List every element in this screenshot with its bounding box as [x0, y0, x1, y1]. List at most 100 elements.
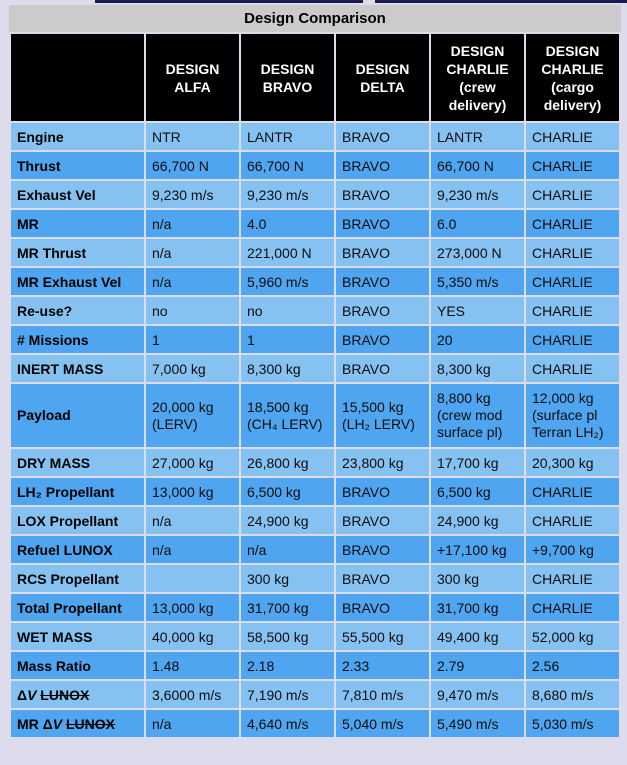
design-comparison-table: DESIGN ALFA DESIGN BRAVO DESIGN DELTA DESIG…: [9, 32, 621, 739]
value-cell: 2.18: [241, 652, 334, 679]
value-cell: BRAVO: [336, 507, 429, 534]
value-cell: 66,700 N: [146, 152, 239, 179]
column-header: DESIGN CHARLIE (cargo delivery): [526, 34, 619, 121]
row-label: Total Propellant: [11, 594, 144, 621]
value-cell: 300 kg: [241, 565, 334, 592]
value-cell: 15,500 kg (LH₂ LERV): [336, 384, 429, 447]
value-cell: 2.56: [526, 652, 619, 679]
table-row: MR n/a 4.0 BRAVO 6.0 CHARLIE: [11, 210, 619, 237]
value-cell: 1.48: [146, 652, 239, 679]
value-cell: [146, 565, 239, 592]
row-label: WET MASS: [11, 623, 144, 650]
value-cell: 221,000 N: [241, 239, 334, 266]
value-cell: 9,230 m/s: [241, 181, 334, 208]
table-row: ΔV LUNOX 3,6000 m/s 7,190 m/s 7,810 m/s 9,47…: [11, 681, 619, 708]
table-row: Exhaust Vel 9,230 m/s 9,230 m/s BRAVO 9,230 …: [11, 181, 619, 208]
value-cell: CHARLIE: [526, 152, 619, 179]
column-header: DESIGN CHARLIE (crew delivery): [431, 34, 524, 121]
value-cell: BRAVO: [336, 210, 429, 237]
row-label: Mass Ratio: [11, 652, 144, 679]
value-cell: 12,000 kg (surface pl Terran LH₂): [526, 384, 619, 447]
value-cell: CHARLIE: [526, 355, 619, 382]
row-label: MR Thrust: [11, 239, 144, 266]
table-row: Mass Ratio 1.48 2.18 2.33 2.79 2.56: [11, 652, 619, 679]
value-cell: 6,500 kg: [241, 478, 334, 505]
value-cell: 1: [146, 326, 239, 353]
value-cell: NTR: [146, 123, 239, 150]
row-label: LH₂ Propellant: [11, 478, 144, 505]
value-cell: 5,030 m/s: [526, 710, 619, 737]
value-cell: CHARLIE: [526, 181, 619, 208]
row-label: Refuel LUNOX: [11, 536, 144, 563]
value-cell: 5,350 m/s: [431, 268, 524, 295]
value-cell: 7,190 m/s: [241, 681, 334, 708]
table-row: Engine NTR LANTR BRAVO LANTR CHARLIE: [11, 123, 619, 150]
table-row: LOX Propellant n/a 24,900 kg BRAVO 24,900 kg…: [11, 507, 619, 534]
column-header: DESIGN ALFA: [146, 34, 239, 121]
value-cell: 31,700 kg: [241, 594, 334, 621]
value-cell: n/a: [241, 536, 334, 563]
value-cell: LANTR: [241, 123, 334, 150]
table-row: MR Exhaust Vel n/a 5,960 m/s BRAVO 5,350 m/s…: [11, 268, 619, 295]
value-cell: BRAVO: [336, 152, 429, 179]
value-cell: BRAVO: [336, 536, 429, 563]
value-cell: CHARLIE: [526, 210, 619, 237]
value-cell: n/a: [146, 536, 239, 563]
value-cell: 9,230 m/s: [146, 181, 239, 208]
value-cell: 20,300 kg: [526, 449, 619, 476]
value-cell: 4.0: [241, 210, 334, 237]
value-cell: CHARLIE: [526, 478, 619, 505]
value-cell: 27,000 kg: [146, 449, 239, 476]
value-cell: +17,100 kg: [431, 536, 524, 563]
value-cell: 3,6000 m/s: [146, 681, 239, 708]
value-cell: n/a: [146, 507, 239, 534]
column-header: DESIGN DELTA: [336, 34, 429, 121]
value-cell: 13,000 kg: [146, 478, 239, 505]
value-cell: 49,400 kg: [431, 623, 524, 650]
value-cell: 8,680 m/s: [526, 681, 619, 708]
row-label: LOX Propellant: [11, 507, 144, 534]
value-cell: n/a: [146, 239, 239, 266]
value-cell: n/a: [146, 268, 239, 295]
row-label: Thrust: [11, 152, 144, 179]
value-cell: +9,700 kg: [526, 536, 619, 563]
row-label: RCS Propellant: [11, 565, 144, 592]
value-cell: 66,700 N: [241, 152, 334, 179]
table-row: Re-use? no no BRAVO YES CHARLIE: [11, 297, 619, 324]
top-divider-bar-right: [375, 0, 627, 3]
value-cell: BRAVO: [336, 181, 429, 208]
value-cell: 6,500 kg: [431, 478, 524, 505]
table-row: MR Thrust n/a 221,000 N BRAVO 273,000 N CHARL…: [11, 239, 619, 266]
corner-cell: [11, 34, 144, 121]
value-cell: 300 kg: [431, 565, 524, 592]
value-cell: 5,960 m/s: [241, 268, 334, 295]
value-cell: n/a: [146, 710, 239, 737]
value-cell: 24,900 kg: [241, 507, 334, 534]
value-cell: no: [146, 297, 239, 324]
value-cell: 66,700 N: [431, 152, 524, 179]
table-row: Payload 20,000 kg (LERV) 18,500 kg (CH₄ LE…: [11, 384, 619, 447]
value-cell: 8,300 kg: [241, 355, 334, 382]
row-label: INERT MASS: [11, 355, 144, 382]
value-cell: 17,700 kg: [431, 449, 524, 476]
row-label: Re-use?: [11, 297, 144, 324]
value-cell: BRAVO: [336, 565, 429, 592]
value-cell: CHARLIE: [526, 507, 619, 534]
value-cell: 23,800 kg: [336, 449, 429, 476]
row-label: ΔV LUNOX: [11, 681, 144, 708]
value-cell: 31,700 kg: [431, 594, 524, 621]
value-cell: 20,000 kg (LERV): [146, 384, 239, 447]
value-cell: 2.33: [336, 652, 429, 679]
row-label: MR ΔV LUNOX: [11, 710, 144, 737]
value-cell: 13,000 kg: [146, 594, 239, 621]
table-row: Thrust 66,700 N 66,700 N BRAVO 66,700 N CHARL…: [11, 152, 619, 179]
value-cell: 273,000 N: [431, 239, 524, 266]
value-cell: 4,640 m/s: [241, 710, 334, 737]
value-cell: 55,500 kg: [336, 623, 429, 650]
table-row: RCS Propellant 300 kg BRAVO 300 kg CHARLIE: [11, 565, 619, 592]
table-body: Engine NTR LANTR BRAVO LANTR CHARLIE Thrust 66,…: [11, 123, 619, 737]
value-cell: 40,000 kg: [146, 623, 239, 650]
page-title: Design Comparison: [9, 5, 621, 32]
value-cell: no: [241, 297, 334, 324]
row-label: Engine: [11, 123, 144, 150]
